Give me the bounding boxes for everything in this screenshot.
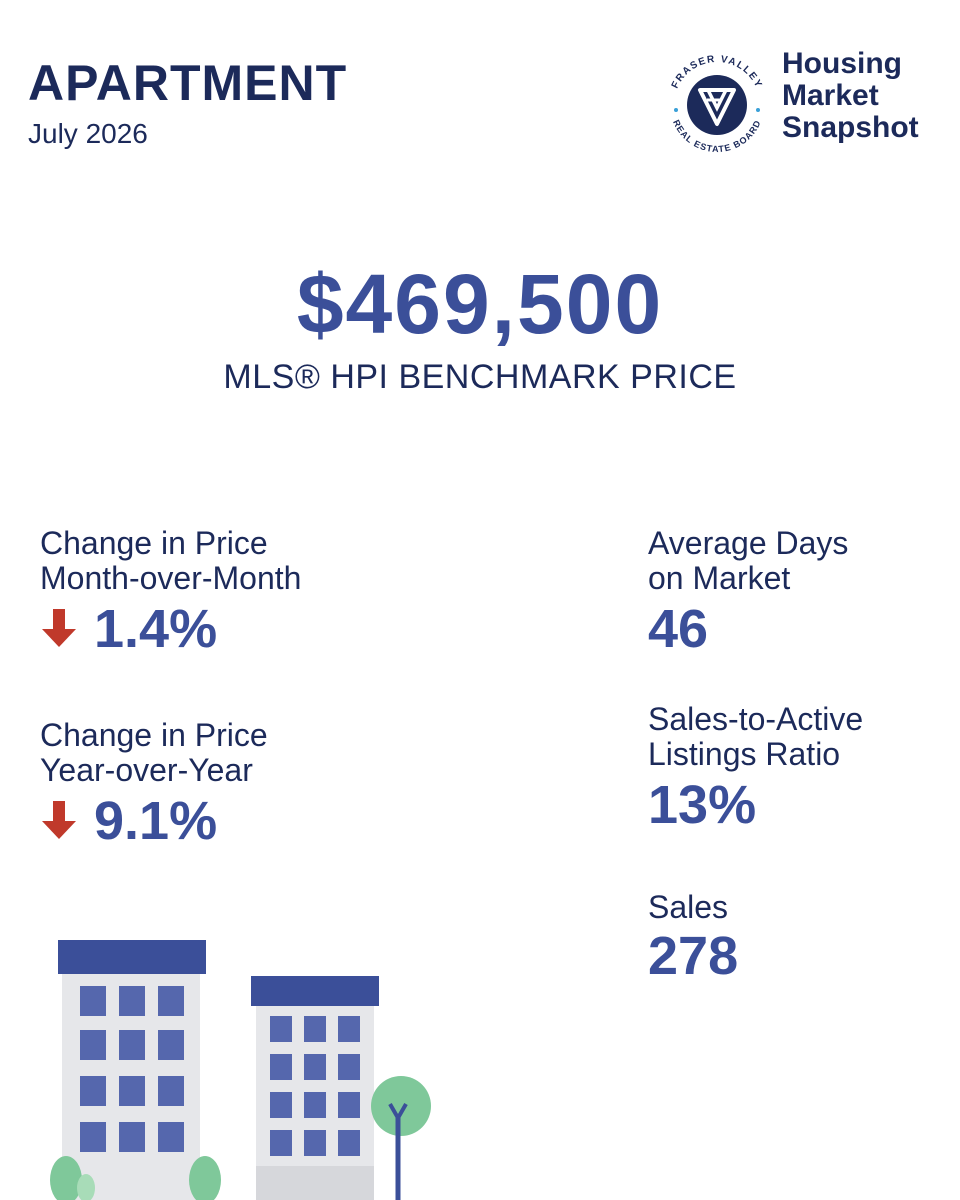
- benchmark-price: $469,500: [296, 257, 664, 351]
- stat-label-line: Sales: [648, 889, 729, 925]
- report-date: July 2026: [28, 118, 148, 149]
- stat-label-line: Change in Price: [40, 717, 268, 753]
- stat-sales: Sales 278: [648, 889, 739, 986]
- arrow-down-icon: [42, 801, 76, 839]
- stat-value: 1.4%: [94, 599, 218, 659]
- snapshot-line-2: Market: [782, 79, 879, 112]
- stat-value: 278: [648, 926, 739, 986]
- building-right-roof: [251, 976, 379, 1006]
- stat-value: 46: [648, 599, 709, 659]
- building-right-base: [256, 1166, 374, 1200]
- stat-label-line: Listings Ratio: [648, 736, 841, 772]
- stat-label-line: Average Days: [648, 525, 849, 561]
- stat-value: 9.1%: [94, 791, 218, 851]
- bush: [189, 1156, 221, 1200]
- stat-year-over-year: Change in Price Year-over-Year 9.1%: [40, 717, 268, 851]
- page-title: APARTMENT: [28, 55, 348, 111]
- bush: [77, 1174, 95, 1200]
- tree-crown: [371, 1076, 431, 1136]
- tree-branch: [388, 1103, 408, 1123]
- building-right-windows: [270, 1016, 360, 1156]
- building-left-roof: [58, 940, 206, 974]
- stat-label-line: on Market: [648, 560, 791, 596]
- snapshot-title: Housing Market Snapshot: [782, 48, 919, 144]
- stat-month-over-month: Change in Price Month-over-Month 1.4%: [40, 525, 302, 659]
- stat-sales-to-active-ratio: Sales-to-Active Listings Ratio 13%: [648, 701, 864, 835]
- stat-label-line: Sales-to-Active: [648, 701, 864, 737]
- stat-value: 13%: [648, 775, 757, 835]
- snapshot-line-3: Snapshot: [782, 111, 919, 144]
- stat-label-line: Year-over-Year: [40, 752, 253, 788]
- arrow-down-icon: [42, 609, 76, 647]
- stat-average-days-on-market: Average Days on Market 46: [648, 525, 849, 659]
- stat-label-line: Change in Price: [40, 525, 268, 561]
- building-left-windows: [80, 986, 184, 1152]
- benchmark-price-label: MLS® HPI BENCHMARK PRICE: [223, 358, 737, 396]
- apartment-buildings-illustration: [50, 940, 431, 1200]
- snapshot-line-1: Housing: [782, 47, 902, 80]
- bush: [50, 1156, 82, 1200]
- stat-label-line: Month-over-Month: [40, 560, 302, 596]
- fraser-valley-logo: FRASER VALLEY REAL ESTATE BOARD: [670, 54, 763, 154]
